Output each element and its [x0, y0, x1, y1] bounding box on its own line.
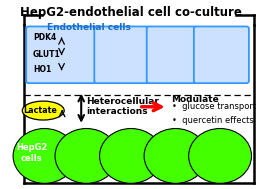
- Ellipse shape: [189, 129, 252, 183]
- Text: PDK4: PDK4: [33, 33, 56, 42]
- Text: Heterocellular
interactions: Heterocellular interactions: [86, 97, 159, 116]
- Text: Endothelial cells: Endothelial cells: [47, 23, 131, 32]
- Ellipse shape: [100, 129, 162, 183]
- Text: GLUT1: GLUT1: [33, 50, 61, 59]
- Ellipse shape: [144, 129, 207, 183]
- Ellipse shape: [13, 129, 76, 183]
- FancyBboxPatch shape: [26, 26, 97, 83]
- Text: HO1: HO1: [33, 65, 51, 74]
- Text: HepG2
cells: HepG2 cells: [16, 143, 47, 163]
- FancyBboxPatch shape: [94, 26, 149, 83]
- Ellipse shape: [22, 101, 64, 120]
- Text: •  quercetin effects: • quercetin effects: [172, 115, 253, 125]
- Text: •  glucose transport: • glucose transport: [172, 102, 256, 111]
- Text: HepG2-endothelial cell co-culture: HepG2-endothelial cell co-culture: [20, 6, 242, 19]
- FancyBboxPatch shape: [194, 26, 249, 83]
- Text: Modulate: Modulate: [172, 94, 219, 104]
- FancyBboxPatch shape: [147, 26, 196, 83]
- Text: Lactate: Lactate: [24, 106, 58, 115]
- Ellipse shape: [55, 129, 118, 183]
